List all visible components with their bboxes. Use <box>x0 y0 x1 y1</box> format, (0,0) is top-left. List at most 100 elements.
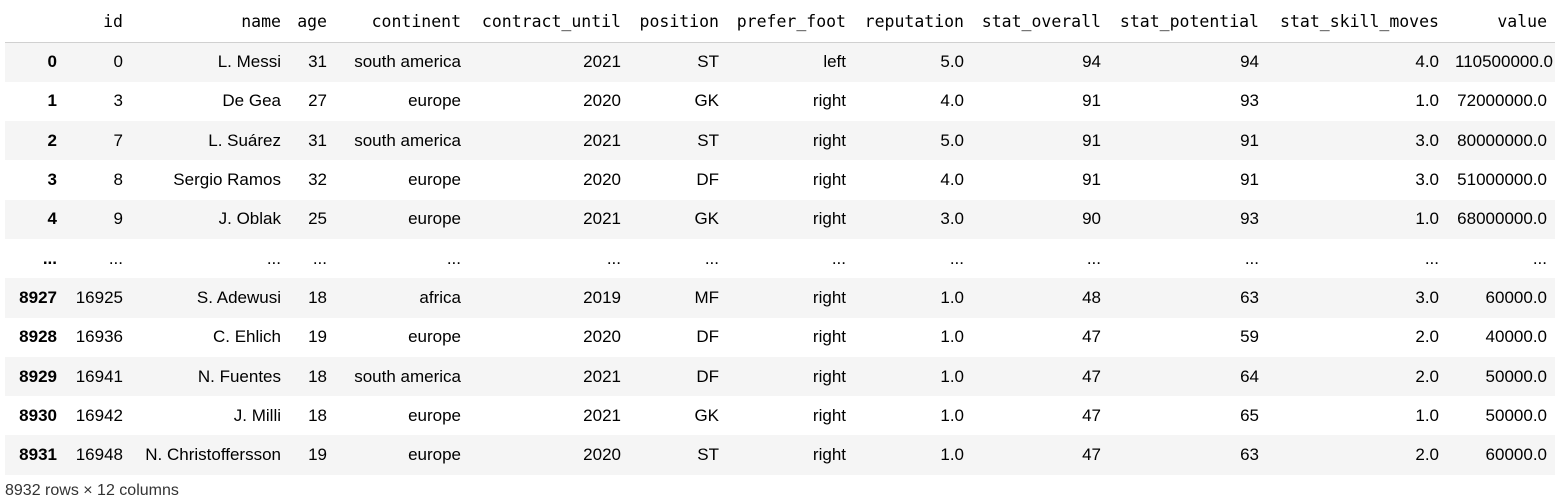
cell-stat-potential: ... <box>1244 248 1259 268</box>
cell-name: ... <box>266 248 281 268</box>
cell-prefer-foot: ... <box>831 248 846 268</box>
cell-stat-skill-moves: 1.0 <box>1415 405 1439 425</box>
cell-name: Sergio Ramos <box>173 170 281 190</box>
cell-contract-until: 2020 <box>583 91 621 111</box>
cell-reputation: 5.0 <box>940 52 964 72</box>
dataframe-shape-footer: 8932 rows × 12 columns <box>5 482 179 499</box>
cell-reputation: 5.0 <box>940 130 964 150</box>
cell-value: 72000000.0 <box>1457 91 1547 111</box>
cell-position: GK <box>694 209 719 229</box>
cell-stat-potential: 91 <box>1240 130 1259 150</box>
cell-id: 0 <box>113 52 123 72</box>
table-row: 8928 16936 C. Ehlich 19 europe 2020 DF right 1.0… <box>5 318 1555 357</box>
cell-age: 27 <box>308 91 327 111</box>
cell-prefer-foot: right <box>812 170 846 190</box>
cell-continent: africa <box>419 287 461 307</box>
cell-stat-potential: 93 <box>1240 209 1259 229</box>
row-index: 3 <box>47 170 57 190</box>
table-row: 1 3 De Gea 27 europe 2020 GK right 4.0 91 93 1.0 720… <box>5 82 1555 121</box>
column-header-stat-potential: stat_potential <box>1109 0 1267 43</box>
cell-name: J. Milli <box>233 405 281 425</box>
cell-name: J. Oblak <box>218 209 281 229</box>
cell-continent: europe <box>408 327 461 347</box>
cell-name: N. Christoffersson <box>145 445 281 465</box>
cell-id: ... <box>108 248 123 268</box>
cell-name: S. Adewusi <box>196 287 281 307</box>
row-index: 8927 <box>19 287 57 307</box>
cell-stat-overall: 47 <box>1082 405 1101 425</box>
table-row: 3 8 Sergio Ramos 32 europe 2020 DF right 4.0 91 91… <box>5 160 1555 199</box>
cell-stat-skill-moves: 2.0 <box>1415 327 1439 347</box>
cell-position: ST <box>697 445 719 465</box>
row-index: 1 <box>47 91 57 111</box>
cell-continent: south america <box>354 52 461 72</box>
cell-stat-overall: 48 <box>1082 287 1101 307</box>
row-index: 8931 <box>19 445 57 465</box>
cell-prefer-foot: right <box>812 327 846 347</box>
column-header-reputation: reputation <box>854 0 972 43</box>
cell-id: 16941 <box>75 366 123 386</box>
cell-reputation: 3.0 <box>940 209 964 229</box>
cell-stat-overall: 90 <box>1082 209 1101 229</box>
cell-age: 18 <box>308 405 327 425</box>
cell-prefer-foot: right <box>812 366 846 386</box>
row-index: 0 <box>47 52 57 72</box>
cell-value: 40000.0 <box>1485 327 1547 347</box>
cell-stat-overall: 47 <box>1082 327 1101 347</box>
cell-stat-potential: 64 <box>1240 366 1259 386</box>
dataframe-output: id name age continent contract_until position… <box>5 0 1555 475</box>
cell-prefer-foot: left <box>823 52 846 72</box>
column-header-stat-overall: stat_overall <box>972 0 1109 43</box>
cell-stat-overall: 94 <box>1082 52 1101 72</box>
cell-stat-skill-moves: 3.0 <box>1415 170 1439 190</box>
cell-reputation: 1.0 <box>940 445 964 465</box>
cell-id: 3 <box>113 91 123 111</box>
cell-value: 60000.0 <box>1485 445 1547 465</box>
cell-stat-skill-moves: 2.0 <box>1415 366 1439 386</box>
cell-id: 16925 <box>75 287 123 307</box>
table-row: 8929 16941 N. Fuentes 18 south america 2021 DF… <box>5 356 1555 397</box>
index-header <box>5 0 65 43</box>
cell-value: ... <box>1532 248 1547 268</box>
table-row: 8927 16925 S. Adewusi 18 africa 2019 MF right 1.… <box>5 278 1555 318</box>
cell-position: MF <box>694 287 719 307</box>
table-row: 4 9 J. Oblak 25 europe 2021 GK right 3.0 90 93 1.0 6… <box>5 199 1555 239</box>
cell-reputation: 4.0 <box>940 170 964 190</box>
cell-stat-skill-moves: 4.0 <box>1415 52 1439 72</box>
column-header-continent: continent <box>335 0 469 43</box>
cell-stat-skill-moves: 3.0 <box>1415 130 1439 150</box>
column-header-contract-until: contract_until <box>469 0 629 43</box>
cell-value: 80000000.0 <box>1457 130 1547 150</box>
table-row: 8931 16948 N. Christoffersson 19 europe 2020 S… <box>5 435 1555 475</box>
column-header-name: name <box>131 0 289 43</box>
cell-stat-potential: 63 <box>1240 287 1259 307</box>
cell-continent: ... <box>446 248 461 268</box>
cell-reputation: 1.0 <box>940 287 964 307</box>
table-row: 2 7 L. Suárez 31 south america 2021 ST right 5.0… <box>5 121 1555 161</box>
row-index: 8929 <box>19 366 57 386</box>
row-index: 4 <box>47 209 57 229</box>
cell-contract-until: 2020 <box>583 327 621 347</box>
cell-contract-until: 2021 <box>583 405 621 425</box>
cell-stat-overall: 91 <box>1082 170 1101 190</box>
cell-stat-potential: 94 <box>1240 52 1259 72</box>
dataframe-table: id name age continent contract_until position… <box>5 0 1555 475</box>
cell-contract-until: 2019 <box>583 287 621 307</box>
cell-continent: europe <box>408 170 461 190</box>
column-header-id: id <box>65 0 131 43</box>
row-index: 8930 <box>19 405 57 425</box>
cell-prefer-foot: right <box>812 405 846 425</box>
cell-stat-overall: 47 <box>1082 445 1101 465</box>
cell-continent: europe <box>408 445 461 465</box>
cell-prefer-foot: right <box>812 445 846 465</box>
table-row: ....................................... <box>5 239 1555 278</box>
row-index: ... <box>42 248 57 268</box>
cell-stat-overall: 91 <box>1082 91 1101 111</box>
cell-position: GK <box>694 405 719 425</box>
cell-reputation: ... <box>949 248 964 268</box>
cell-stat-skill-moves: 2.0 <box>1415 445 1439 465</box>
cell-prefer-foot: right <box>812 287 846 307</box>
cell-age: 18 <box>308 366 327 386</box>
column-header-age: age <box>289 0 335 43</box>
cell-contract-until: 2020 <box>583 445 621 465</box>
